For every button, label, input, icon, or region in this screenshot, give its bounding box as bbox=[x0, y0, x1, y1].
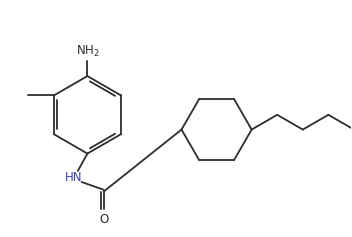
Text: O: O bbox=[99, 213, 108, 226]
Text: NH$_2$: NH$_2$ bbox=[76, 44, 99, 59]
Text: HN: HN bbox=[65, 171, 82, 184]
